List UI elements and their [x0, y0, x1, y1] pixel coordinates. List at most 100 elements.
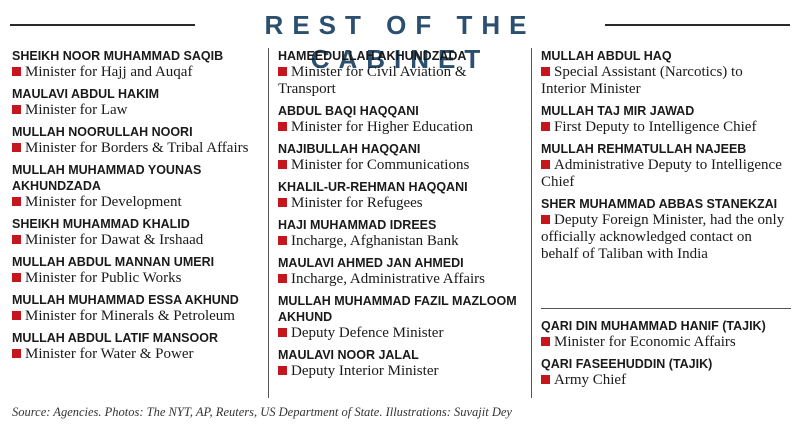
red-square-bullet-icon [541, 122, 550, 131]
red-square-bullet-icon [278, 198, 287, 207]
red-square-bullet-icon [278, 160, 287, 169]
member-role: Minister for Minerals & Petroleum [12, 308, 262, 325]
cabinet-entry: HAMEEDULLAH AKHUNDZADA Minister for Civi… [278, 48, 526, 98]
member-name: ABDUL BAQI HAQQANI [278, 104, 419, 118]
column-3: MULLAH ABDUL HAQ Special Assistant (Narc… [541, 48, 791, 268]
header-rule-right [605, 24, 790, 26]
member-name: QARI FASEEHUDDIN (TAJIK) [541, 357, 713, 371]
red-square-bullet-icon [12, 311, 21, 320]
member-role: Minister for Law [12, 102, 262, 119]
red-square-bullet-icon [278, 122, 287, 131]
red-square-bullet-icon [541, 67, 550, 76]
cabinet-entry: QARI FASEEHUDDIN (TAJIK) Army Chief [541, 356, 791, 389]
member-name: MULLAH NOORULLAH NOORI [12, 125, 193, 139]
red-square-bullet-icon [278, 67, 287, 76]
member-role: Minister for Dawat & Irshaad [12, 232, 262, 249]
member-role: Deputy Interior Minister [278, 363, 526, 380]
red-square-bullet-icon [541, 215, 550, 224]
member-name: HAMEEDULLAH AKHUNDZADA [278, 49, 467, 63]
red-square-bullet-icon [12, 235, 21, 244]
member-role: Minister for Higher Education [278, 119, 526, 136]
cabinet-entry: SHER MUHAMMAD ABBAS STANEKZAI Deputy For… [541, 196, 791, 263]
column-divider-1 [268, 48, 269, 398]
red-square-bullet-icon [278, 366, 287, 375]
member-name: MAULAVI ABDUL HAKIM [12, 87, 159, 101]
member-role: Minister for Water & Power [12, 346, 262, 363]
cabinet-entry: MULLAH ABDUL MANNAN UMERI Minister for P… [12, 254, 262, 287]
member-name: QARI DIN MUHAMMAD HANIF (TAJIK) [541, 319, 766, 333]
cabinet-entry: MULLAH MUHAMMAD ESSA AKHUND Minister for… [12, 292, 262, 325]
member-name: MULLAH ABDUL HAQ [541, 49, 672, 63]
red-square-bullet-icon [12, 105, 21, 114]
member-role: Deputy Defence Minister [278, 325, 526, 342]
column-2: HAMEEDULLAH AKHUNDZADA Minister for Civi… [278, 48, 526, 385]
member-name: MULLAH MUHAMMAD FAZIL MAZLOOM AKHUND [278, 294, 517, 324]
member-role: Minister for Civil Aviation & Transport [278, 64, 467, 97]
member-role: Incharge, Administrative Affairs [278, 271, 526, 288]
member-role: Minister for Communications [278, 157, 526, 174]
column-1: SHEIKH NOOR MUHAMMAD SAQIB Minister for … [12, 48, 262, 368]
cabinet-entry: ABDUL BAQI HAQQANI Minister for Higher E… [278, 103, 526, 136]
red-square-bullet-icon [541, 337, 550, 346]
member-name: NAJIBULLAH HAQQANI [278, 142, 421, 156]
member-role: Army Chief [541, 372, 791, 389]
red-square-bullet-icon [12, 67, 21, 76]
cabinet-entry: MULLAH ABDUL LATIF MANSOOR Minister for … [12, 330, 262, 363]
member-role: Minister for Hajj and Auqaf [12, 64, 262, 81]
section-divider [541, 308, 791, 309]
red-square-bullet-icon [541, 160, 550, 169]
member-name: SHER MUHAMMAD ABBAS STANEKZAI [541, 197, 778, 211]
red-square-bullet-icon [12, 349, 21, 358]
cabinet-entry: MULLAH REHMATULLAH NAJEEB Administrative… [541, 141, 791, 191]
member-name: MULLAH REHMATULLAH NAJEEB [541, 142, 747, 156]
cabinet-entry: SHEIKH MUHAMMAD KHALID Minister for Dawa… [12, 216, 262, 249]
cabinet-entry: MAULAVI NOOR JALAL Deputy Interior Minis… [278, 347, 526, 380]
cabinet-entry: NAJIBULLAH HAQQANI Minister for Communic… [278, 141, 526, 174]
member-name: MULLAH MUHAMMAD YOUNAS AKHUNDZADA [12, 163, 202, 193]
member-name: MULLAH TAJ MIR JAWAD [541, 104, 695, 118]
member-name: MULLAH MUHAMMAD ESSA AKHUND [12, 293, 239, 307]
member-name: MAULAVI AHMED JAN AHMEDI [278, 256, 464, 270]
source-credit: Source: Agencies. Photos: The NYT, AP, R… [12, 405, 512, 419]
cabinet-entry: SHEIKH NOOR MUHAMMAD SAQIB Minister for … [12, 48, 262, 81]
cabinet-entry: MULLAH MUHAMMAD YOUNAS AKHUNDZADA Minist… [12, 162, 262, 211]
red-square-bullet-icon [12, 143, 21, 152]
member-name: SHEIKH MUHAMMAD KHALID [12, 217, 190, 231]
header: REST OF THE CABINET [10, 8, 790, 74]
red-square-bullet-icon [541, 375, 550, 384]
member-role: Minister for Economic Affairs [541, 334, 791, 351]
member-role: Minister for Refugees [278, 195, 526, 212]
tajik-section: QARI DIN MUHAMMAD HANIF (TAJIK) Minister… [541, 318, 791, 394]
cabinet-entry: QARI DIN MUHAMMAD HANIF (TAJIK) Minister… [541, 318, 791, 351]
member-role: First Deputy to Intelligence Chief [541, 119, 791, 136]
member-role: Minister for Development [12, 194, 262, 211]
member-role: Minister for Public Works [12, 270, 262, 287]
member-role: Administrative Deputy to Intelligence Ch… [541, 157, 782, 190]
cabinet-entry: MULLAH MUHAMMAD FAZIL MAZLOOM AKHUND Dep… [278, 293, 526, 342]
member-name: MULLAH ABDUL LATIF MANSOOR [12, 331, 218, 345]
member-name: MULLAH ABDUL MANNAN UMERI [12, 255, 215, 269]
column-divider-2 [531, 48, 532, 398]
member-name: KHALIL-UR-REHMAN HAQQANI [278, 180, 468, 194]
red-square-bullet-icon [278, 236, 287, 245]
red-square-bullet-icon [278, 274, 287, 283]
header-rule-left [10, 24, 195, 26]
member-name: SHEIKH NOOR MUHAMMAD SAQIB [12, 49, 224, 63]
cabinet-entry: MAULAVI AHMED JAN AHMEDI Incharge, Admin… [278, 255, 526, 288]
red-square-bullet-icon [12, 197, 21, 206]
member-name: HAJI MUHAMMAD IDREES [278, 218, 437, 232]
member-role: Deputy Foreign Minister, had the only of… [541, 212, 785, 262]
cabinet-entry: MULLAH ABDUL HAQ Special Assistant (Narc… [541, 48, 791, 98]
cabinet-entry: HAJI MUHAMMAD IDREES Incharge, Afghanist… [278, 217, 526, 250]
cabinet-entry: MAULAVI ABDUL HAKIM Minister for Law [12, 86, 262, 119]
red-square-bullet-icon [278, 328, 287, 337]
member-role: Incharge, Afghanistan Bank [278, 233, 526, 250]
member-role: Minister for Borders & Tribal Affairs [12, 140, 262, 157]
cabinet-entry: KHALIL-UR-REHMAN HAQQANI Minister for Re… [278, 179, 526, 212]
page-title: REST OF THE CABINET [264, 10, 536, 74]
member-role: Special Assistant (Narcotics) to Interio… [541, 64, 743, 97]
member-name: MAULAVI NOOR JALAL [278, 348, 419, 362]
cabinet-entry: MULLAH TAJ MIR JAWAD First Deputy to Int… [541, 103, 791, 136]
red-square-bullet-icon [12, 273, 21, 282]
cabinet-entry: MULLAH NOORULLAH NOORI Minister for Bord… [12, 124, 262, 157]
